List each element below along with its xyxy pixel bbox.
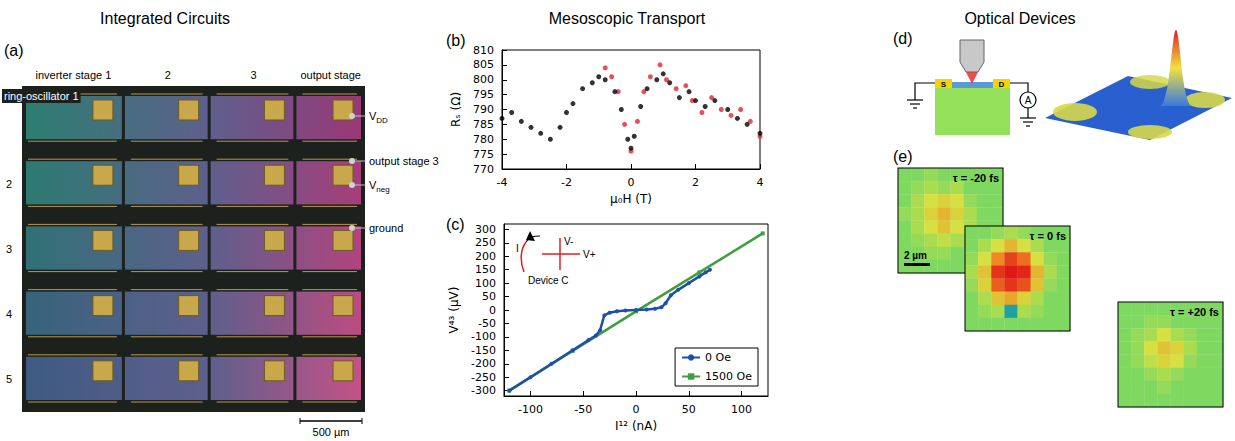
svg-text:500 µm: 500 µm	[313, 426, 350, 438]
svg-text:770: 770	[473, 163, 494, 176]
svg-text:780: 780	[473, 133, 494, 146]
svg-text:D: D	[999, 80, 1005, 89]
svg-text:785: 785	[473, 118, 494, 131]
svg-text:200: 200	[475, 250, 496, 263]
svg-text:2: 2	[692, 176, 699, 189]
svg-text:150: 150	[475, 263, 496, 276]
svg-text:1500 Oe: 1500 Oe	[705, 370, 752, 383]
svg-text:250: 250	[475, 236, 496, 249]
svg-text:V-: V-	[564, 236, 573, 247]
svg-text:4: 4	[757, 176, 764, 189]
svg-text:0: 0	[633, 403, 640, 416]
svg-text:VDD: VDD	[369, 110, 388, 125]
svg-text:4: 4	[6, 308, 12, 320]
svg-text:(b): (b)	[446, 32, 466, 49]
svg-text:Device C: Device C	[528, 275, 569, 286]
svg-text:output stage 3: output stage 3	[369, 155, 439, 167]
svg-text:I¹² (nA): I¹² (nA)	[615, 419, 657, 433]
svg-text:-150: -150	[471, 344, 496, 357]
svg-text:V⁴³ (μV): V⁴³ (μV)	[447, 287, 461, 334]
svg-text:-50: -50	[478, 317, 496, 330]
svg-text:790: 790	[473, 103, 494, 116]
svg-text:ring-oscillator 1: ring-oscillator 1	[4, 90, 79, 102]
svg-text:V+: V+	[583, 249, 596, 260]
svg-text:50: 50	[682, 403, 696, 416]
svg-text:ground: ground	[369, 222, 403, 234]
svg-text:-100: -100	[471, 330, 496, 343]
svg-text:805: 805	[473, 58, 494, 71]
svg-text:810: 810	[473, 44, 494, 57]
svg-text:Optical Devices: Optical Devices	[964, 10, 1075, 27]
svg-text:-50: -50	[574, 403, 592, 416]
svg-text:775: 775	[473, 148, 494, 161]
svg-text:A: A	[1025, 95, 1032, 106]
svg-text:τ = +20 fs: τ = +20 fs	[1170, 306, 1219, 318]
svg-text:(c): (c)	[446, 216, 465, 233]
svg-text:795: 795	[473, 88, 494, 101]
svg-text:Vneg: Vneg	[369, 179, 390, 194]
svg-text:0 Oe: 0 Oe	[705, 351, 731, 364]
svg-text:2 µm: 2 µm	[904, 250, 927, 261]
svg-text:I: I	[516, 243, 519, 254]
svg-text:300: 300	[475, 223, 496, 236]
svg-text:-100: -100	[518, 403, 543, 416]
svg-text:3: 3	[6, 243, 12, 255]
svg-text:-200: -200	[471, 357, 496, 370]
svg-text:Mesoscopic Transport: Mesoscopic Transport	[549, 10, 706, 27]
svg-text:50: 50	[482, 290, 496, 303]
svg-text:100: 100	[731, 403, 752, 416]
svg-text:Integrated Circuits: Integrated Circuits	[100, 10, 230, 27]
svg-text:inverter stage 1: inverter stage 1	[36, 69, 112, 81]
svg-text:-250: -250	[471, 371, 496, 384]
svg-text:-4: -4	[497, 176, 508, 189]
svg-text:τ = 0 fs: τ = 0 fs	[1030, 230, 1066, 242]
svg-text:μ₀H (T): μ₀H (T)	[610, 192, 652, 206]
svg-text:(d): (d)	[893, 30, 913, 47]
svg-text:-300: -300	[471, 384, 496, 397]
svg-text:800: 800	[473, 73, 494, 86]
svg-text:(a): (a)	[4, 42, 24, 59]
svg-text:2: 2	[165, 69, 171, 81]
svg-text:100: 100	[475, 277, 496, 290]
svg-text:5: 5	[6, 373, 12, 385]
svg-text:S: S	[941, 80, 947, 89]
svg-text:3: 3	[250, 69, 256, 81]
svg-text:2: 2	[6, 178, 12, 190]
svg-text:(e): (e)	[893, 148, 913, 165]
svg-text:0: 0	[628, 176, 635, 189]
svg-text:Rₛ (Ω): Rₛ (Ω)	[449, 92, 463, 127]
svg-text:output stage: output stage	[300, 69, 361, 81]
svg-text:0: 0	[489, 304, 496, 317]
svg-text:τ = -20 fs: τ = -20 fs	[953, 172, 999, 184]
svg-text:-2: -2	[561, 176, 572, 189]
